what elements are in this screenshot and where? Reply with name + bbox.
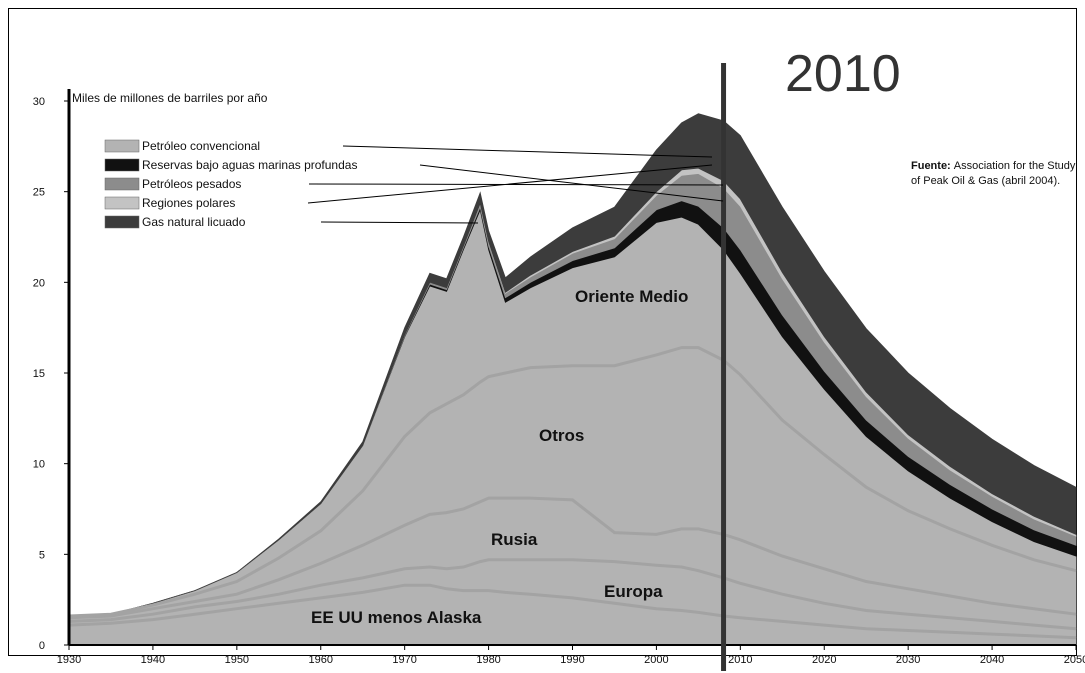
x-tick-label: 2010 [728, 654, 752, 666]
legend-label: Petróleos pesados [142, 177, 241, 191]
region-label-middle_east: Oriente Medio [575, 287, 688, 306]
source-bold: Fuente: [911, 160, 951, 172]
source-line-1: Fuente: Association for the Study [911, 160, 1076, 172]
legend-label: Regiones polares [142, 196, 235, 210]
x-tick-label: 1950 [225, 654, 249, 666]
x-tick-label: 2020 [812, 654, 836, 666]
x-tick-label: 1970 [392, 654, 416, 666]
region-label-europe: Europa [604, 582, 663, 601]
stacked-area-chart: 1930 1940 1950 1960 1970 1980 1990 2000 2010 2020… [33, 45, 1085, 671]
y-tick-label: 10 [33, 459, 45, 471]
legend: Petróleo convencional Reservas bajo aguas… [104, 139, 724, 229]
region-label-usa: EE UU menos Alaska [311, 608, 482, 627]
y-tick-label: 30 [33, 96, 45, 108]
region-boundary-2 [68, 496, 1077, 620]
x-tick-label: 2040 [980, 654, 1004, 666]
region-boundary-1 [68, 558, 1077, 631]
legend-leader-line [342, 145, 713, 158]
legend-leader-line [419, 164, 724, 202]
y-axis-label: Miles de millones de barriles por año [72, 91, 268, 105]
x-tick-label: 1940 [141, 654, 165, 666]
legend-swatch [104, 196, 140, 210]
legend-swatch [104, 158, 140, 172]
legend-leader-line [320, 221, 479, 224]
legend-label: Reservas bajo aguas marinas profundas [142, 158, 357, 172]
source-line-2: of Peak Oil & Gas (abril 2004). [911, 175, 1060, 187]
legend-swatch [104, 139, 140, 153]
axes: 1930 1940 1950 1960 1970 1980 1990 2000 2010 2020… [33, 63, 1085, 671]
chart-frame: 1930 1940 1950 1960 1970 1980 1990 2000 2010 2020… [8, 8, 1085, 671]
y-tick-label: 15 [33, 368, 45, 380]
x-tick-label: 2000 [644, 654, 668, 666]
source-text-1: Association for the Study [954, 160, 1076, 172]
area-8 [68, 113, 1077, 617]
region-label-russia: Rusia [491, 530, 538, 549]
year-annotation-label: 2010 [785, 45, 901, 103]
x-tick-label: 1980 [476, 654, 500, 666]
region-boundary-0 [68, 583, 1077, 640]
x-tick-label: 1960 [309, 654, 333, 666]
area-layers [68, 113, 1077, 646]
y-tick-label: 20 [33, 277, 45, 289]
legend-label: Gas natural licuado [142, 215, 246, 229]
region-label-others: Otros [539, 426, 584, 445]
x-tick-label: 2030 [896, 654, 920, 666]
y-tick-label: 5 [39, 549, 45, 561]
y-tick-label: 25 [33, 187, 45, 199]
x-tick-label: 1930 [57, 654, 81, 666]
legend-swatch [104, 177, 140, 191]
legend-leader-line [308, 183, 724, 186]
region-labels: Oriente Medio Otros Rusia Europa EE UU menos… [311, 287, 688, 627]
x-tick-label: 1990 [560, 654, 584, 666]
legend-swatch [104, 215, 140, 229]
legend-label: Petróleo convencional [142, 139, 260, 153]
region-boundary-3 [68, 346, 1077, 618]
region-boundaries [68, 346, 1077, 640]
legend-leader-line [307, 164, 713, 204]
y-tick-label: 0 [39, 640, 45, 652]
